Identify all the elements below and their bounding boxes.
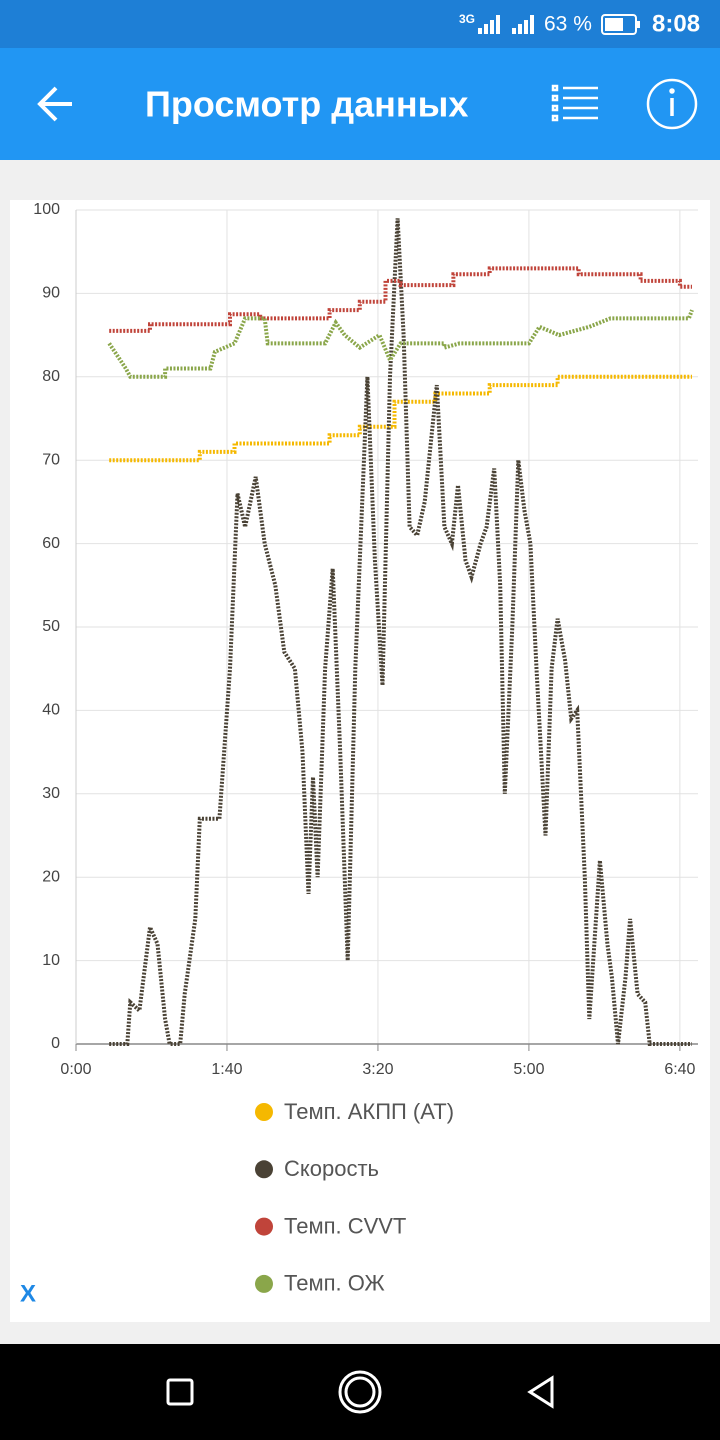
y-tick-label: 50 bbox=[42, 618, 60, 635]
y-tick-label: 40 bbox=[42, 702, 60, 719]
y-tick-label: 100 bbox=[33, 201, 60, 218]
legend-marker bbox=[255, 1274, 273, 1293]
app-bar bbox=[0, 48, 720, 160]
back-button[interactable] bbox=[37, 86, 72, 122]
list-button[interactable] bbox=[551, 84, 598, 122]
y-tick-label: 10 bbox=[42, 952, 60, 969]
series-line bbox=[109, 218, 692, 1046]
chart: 0 10 20 30 40 50 60 70 80 90 100 0:00 1:40 3:20 5:00 6:… bbox=[33, 201, 698, 1296]
network-type: 3G bbox=[459, 12, 475, 26]
x-tick-label: 1:40 bbox=[211, 1061, 242, 1078]
series-line bbox=[109, 266, 692, 333]
nav-bar bbox=[0, 1344, 720, 1440]
legend-marker bbox=[255, 1160, 273, 1179]
y-tick-label: 20 bbox=[42, 868, 60, 885]
legend-label: Темп. CVVT bbox=[284, 1213, 406, 1238]
status-bar bbox=[0, 0, 720, 48]
x-tick-label: 3:20 bbox=[362, 1061, 393, 1078]
battery-icon bbox=[601, 14, 640, 35]
battery-level: 63 % bbox=[544, 13, 592, 36]
legend-marker bbox=[255, 1217, 273, 1236]
series-line bbox=[109, 374, 692, 463]
x-tick-label: 6:40 bbox=[664, 1061, 695, 1078]
screen-title: Просмотр данных bbox=[145, 84, 468, 125]
chart-card bbox=[10, 200, 710, 1322]
nav-buttons[interactable] bbox=[166, 1370, 554, 1414]
y-tick-label: 0 bbox=[51, 1035, 60, 1052]
y-tick-label: 90 bbox=[42, 285, 60, 302]
y-tick-label: 70 bbox=[42, 451, 60, 468]
legend-marker bbox=[255, 1103, 273, 1121]
y-tick-label: 80 bbox=[42, 368, 60, 385]
legend-label: Темп. ОЖ bbox=[284, 1271, 385, 1296]
legend-label: Темп. АКПП (AT) bbox=[284, 1099, 454, 1124]
signal-icons bbox=[478, 15, 534, 34]
y-tick-label: 30 bbox=[42, 785, 60, 802]
legend-label: Скорость bbox=[284, 1156, 379, 1181]
y-tick-label: 60 bbox=[42, 535, 60, 552]
series-line bbox=[107, 309, 694, 379]
x-tick-label: 0:00 bbox=[60, 1061, 91, 1078]
x-tick-label: 5:00 bbox=[513, 1061, 544, 1078]
clock: 8:08 bbox=[652, 10, 700, 37]
close-button[interactable]: X bbox=[20, 1280, 36, 1307]
info-button[interactable] bbox=[646, 78, 698, 130]
